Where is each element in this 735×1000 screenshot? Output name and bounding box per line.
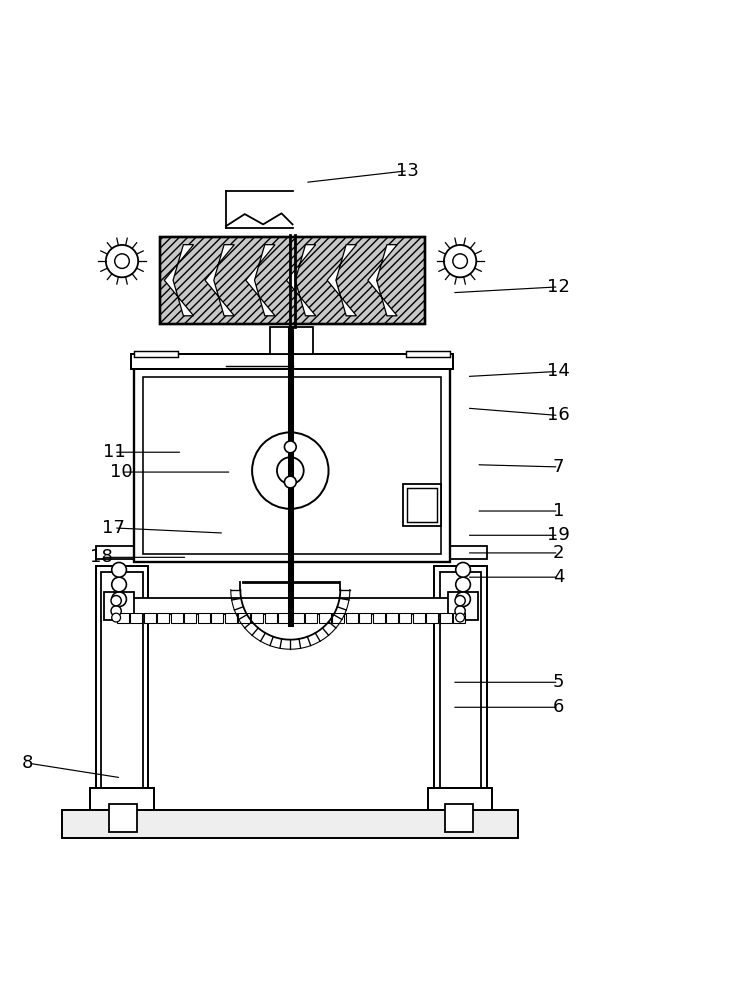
Bar [440, 572, 481, 788]
Text: 11: 11 [103, 443, 125, 461]
Bar [117, 613, 129, 623]
Text: 4: 4 [553, 568, 564, 586]
Bar [198, 613, 209, 623]
Bar [426, 613, 438, 623]
Text: 7: 7 [553, 458, 564, 476]
Bar [434, 566, 487, 794]
Text: 6: 6 [553, 698, 564, 716]
Bar [160, 237, 425, 324]
Circle shape [277, 457, 304, 484]
Polygon shape [165, 245, 193, 316]
Bar [62, 810, 518, 838]
Circle shape [284, 476, 296, 488]
Circle shape [456, 592, 470, 607]
Bar [319, 613, 331, 623]
Bar [445, 804, 473, 832]
Circle shape [111, 596, 121, 606]
Bar [399, 613, 412, 623]
Text: 2: 2 [553, 544, 564, 562]
Bar [292, 613, 304, 623]
Circle shape [456, 562, 470, 577]
Text: 19: 19 [547, 526, 570, 544]
Bar [131, 354, 453, 369]
Text: 14: 14 [547, 362, 570, 380]
Text: 16: 16 [548, 406, 570, 424]
Bar [211, 613, 223, 623]
Circle shape [112, 577, 126, 592]
Bar [251, 613, 263, 623]
Bar [101, 572, 143, 788]
Circle shape [456, 577, 470, 592]
Circle shape [112, 562, 126, 577]
Bar [453, 613, 465, 623]
Text: 13: 13 [396, 162, 420, 180]
Bar [332, 613, 344, 623]
Bar [406, 351, 450, 357]
Circle shape [455, 596, 465, 606]
Polygon shape [287, 245, 316, 316]
Circle shape [115, 254, 129, 268]
Bar [407, 488, 437, 522]
Text: 18: 18 [90, 548, 112, 566]
Bar [134, 351, 178, 357]
Bar [143, 377, 441, 554]
Bar [373, 613, 384, 623]
Circle shape [112, 613, 121, 622]
Bar [90, 788, 154, 810]
Bar [96, 566, 148, 794]
Bar [116, 598, 466, 614]
Bar [359, 613, 371, 623]
Text: 10: 10 [110, 463, 132, 481]
Circle shape [111, 606, 121, 616]
Bar [157, 613, 169, 623]
Bar [171, 613, 183, 623]
Text: 17: 17 [102, 519, 126, 537]
Bar [440, 613, 452, 623]
Circle shape [456, 613, 465, 622]
Polygon shape [327, 245, 356, 316]
Circle shape [444, 245, 476, 277]
Bar [144, 613, 156, 623]
Bar [238, 613, 250, 623]
Text: 12: 12 [547, 278, 570, 296]
Circle shape [455, 606, 465, 616]
Bar [265, 613, 277, 623]
Polygon shape [205, 245, 234, 316]
Circle shape [106, 245, 138, 277]
Bar [96, 546, 487, 559]
Bar [305, 613, 318, 623]
Bar [448, 592, 478, 620]
Text: 8: 8 [22, 754, 34, 772]
Bar [270, 327, 313, 354]
Bar [109, 804, 137, 832]
Bar [134, 368, 450, 562]
Polygon shape [368, 245, 397, 316]
Bar [130, 613, 143, 623]
Bar [184, 613, 196, 623]
Bar [279, 613, 290, 623]
Bar [224, 613, 237, 623]
Circle shape [284, 441, 296, 453]
Text: 5: 5 [553, 673, 564, 691]
Bar [386, 613, 398, 623]
Bar [428, 788, 492, 810]
Bar [104, 592, 134, 620]
Bar [345, 613, 358, 623]
Text: 1: 1 [553, 502, 564, 520]
Bar [413, 613, 425, 623]
Circle shape [252, 432, 329, 509]
Polygon shape [245, 245, 275, 316]
Circle shape [112, 592, 126, 607]
Circle shape [453, 254, 467, 268]
Bar [403, 484, 441, 526]
Bar [160, 237, 425, 324]
